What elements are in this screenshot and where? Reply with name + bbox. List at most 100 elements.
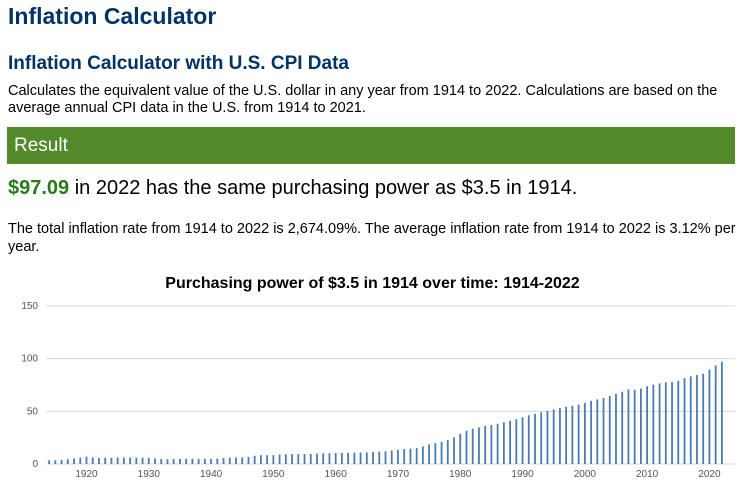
y-tick-label: 150 [21, 301, 38, 312]
chart-bar [73, 458, 75, 464]
chart-bar [185, 458, 188, 464]
chart-bar [291, 454, 293, 464]
chart-bar [359, 452, 362, 464]
chart-bar [714, 365, 717, 464]
chart-bar [671, 382, 673, 464]
chart-bar [409, 448, 412, 464]
chart-bar [104, 457, 107, 464]
chart-bar [210, 458, 212, 464]
y-tick-label: 0 [32, 459, 38, 470]
chart-bar [559, 408, 561, 464]
chart-bar [222, 458, 225, 464]
chart-bar [640, 388, 642, 464]
chart-bar [471, 428, 474, 464]
chart-bar [440, 441, 443, 464]
x-tick-label: 1950 [262, 469, 285, 480]
chart-bar [664, 382, 667, 464]
chart-bar [384, 451, 387, 464]
chart-bar [652, 384, 655, 464]
chart-bar [646, 386, 649, 464]
chart-bar [683, 378, 686, 464]
chart-title: Purchasing power of $3.5 in 1914 over ti… [165, 275, 580, 292]
chart-bar [147, 457, 150, 464]
chart-bar [60, 459, 63, 464]
chart-bar [278, 454, 281, 464]
x-tick-label: 2000 [574, 469, 597, 480]
chart-bar [658, 383, 661, 464]
chart-bar [266, 455, 269, 464]
chart-bar [602, 397, 605, 464]
chart-bar [122, 457, 125, 464]
chart-bar [596, 399, 599, 464]
chart-bar [633, 389, 636, 464]
chart-bar [583, 402, 586, 464]
chart-bar [116, 457, 119, 464]
x-tick-label: 1920 [75, 469, 98, 480]
inflation-summary: The total inflation rate from 1914 to 20… [8, 221, 736, 255]
purchasing-power-chart: 0 50 100 150 1920 1930 1940 1950 1960 1970 1980 199… [21, 301, 735, 480]
chart-bar [297, 454, 300, 464]
x-tick-label: 1970 [387, 469, 410, 480]
chart-bar [91, 457, 94, 464]
chart-bar [129, 457, 131, 464]
calculator-description: Calculates the equivalent value of the U… [8, 83, 718, 116]
chart-bar [216, 458, 219, 464]
chart-bar [272, 455, 275, 464]
chart-bar [340, 452, 343, 464]
chart-bar [565, 406, 568, 464]
chart-bar [627, 389, 630, 464]
chart-bar [421, 446, 424, 464]
chart-bar [459, 433, 462, 464]
chart-bar [521, 417, 524, 464]
chart-bar [496, 423, 499, 464]
chart-bar [509, 420, 511, 464]
x-tick-label: 1980 [449, 469, 472, 480]
chart-bar [241, 457, 244, 464]
chart-bar [191, 458, 194, 464]
chart-bar [465, 430, 468, 464]
chart-bar [428, 444, 431, 464]
chart-bar [166, 459, 169, 464]
chart-bar [515, 419, 518, 464]
chart-bar [253, 455, 256, 464]
chart-bar [552, 409, 555, 464]
chart-bar [608, 395, 611, 464]
y-tick-label: 50 [27, 406, 39, 417]
chart-bar [446, 440, 449, 464]
chart-bar [702, 373, 705, 464]
chart-bar [172, 459, 175, 464]
chart-bar [203, 458, 206, 464]
result-headline: $97.09 in 2022 has the same purchasing p… [8, 177, 577, 200]
chart-bar [696, 375, 698, 464]
chart-bar [546, 411, 549, 464]
chart-bar [260, 455, 262, 464]
page-title: Inflation Calculator [8, 3, 217, 29]
chart-bar [328, 453, 331, 464]
chart-bar [48, 460, 51, 464]
chart-bar [303, 454, 306, 464]
chart-bar [390, 450, 393, 464]
chart-bar [397, 449, 399, 464]
chart-bar [708, 369, 711, 464]
chart-bar [415, 448, 418, 464]
chart-bar [478, 427, 480, 464]
chart-bar [720, 361, 723, 464]
chart-bar [571, 405, 574, 464]
chart-bar [66, 459, 69, 464]
chart-bar [453, 437, 455, 464]
chart-bar [365, 452, 368, 464]
chart-bar [434, 443, 437, 464]
chart-bar [534, 413, 536, 464]
chart-bar [160, 458, 163, 464]
x-tick-label: 2010 [636, 469, 659, 480]
chart-bar [484, 425, 487, 464]
chart-bar [527, 415, 530, 464]
chart-bar [79, 457, 82, 464]
x-tick-label: 1940 [200, 469, 223, 480]
chart-bar [54, 460, 57, 464]
chart-bar [403, 449, 406, 464]
chart-bar [228, 457, 231, 464]
chart-bar [502, 422, 505, 464]
chart-bar [590, 400, 592, 464]
chart-bar [141, 457, 144, 464]
